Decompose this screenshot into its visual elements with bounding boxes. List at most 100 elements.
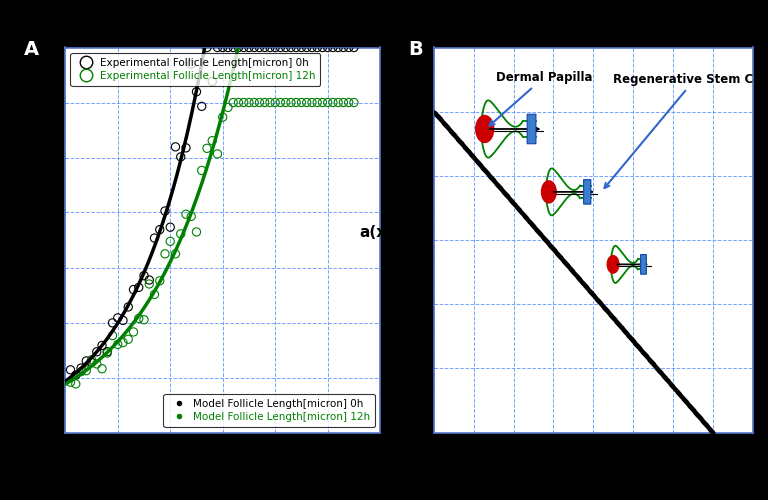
Point [611, 319, 624, 327]
Point [607, 314, 620, 322]
Ellipse shape [475, 116, 494, 142]
Point [644, 356, 656, 364]
Point [531, 227, 544, 235]
Point [574, 276, 587, 284]
Point [677, 394, 689, 402]
Point [638, 350, 650, 358]
Point [632, 343, 644, 351]
Point [143, 280, 155, 288]
Point [521, 215, 533, 223]
Point [537, 234, 549, 241]
Point [458, 142, 470, 150]
Point [449, 132, 461, 140]
Point [466, 152, 478, 160]
Point [700, 421, 712, 429]
Point [625, 334, 637, 342]
Point [285, 44, 297, 52]
Point [554, 254, 567, 262]
Point [637, 348, 650, 356]
Point [581, 284, 594, 292]
Point [473, 160, 485, 168]
Point [577, 279, 589, 287]
Point [555, 254, 568, 262]
Point [337, 98, 349, 106]
Point [641, 353, 654, 361]
Point [641, 352, 653, 360]
Point [468, 154, 481, 162]
Point [524, 218, 536, 226]
Point [697, 418, 709, 426]
Point [558, 258, 571, 266]
Point [264, 98, 276, 106]
Point [477, 164, 489, 172]
Point [227, 44, 240, 52]
Point [627, 337, 640, 345]
Point [478, 166, 491, 174]
Point [447, 130, 459, 138]
Point [620, 329, 632, 337]
Point [436, 118, 449, 126]
Point [637, 349, 650, 357]
Point [611, 318, 623, 326]
Text: Regenerative Stem Cells: Regenerative Stem Cells [604, 73, 768, 188]
Point [476, 163, 488, 171]
Point [478, 165, 490, 173]
Point [694, 414, 707, 422]
Point [545, 242, 557, 250]
Point [478, 166, 491, 174]
Point [657, 371, 669, 379]
Point [462, 147, 475, 155]
Point [608, 316, 621, 324]
Point [454, 138, 466, 145]
Point [445, 128, 457, 136]
Point [635, 346, 647, 354]
Point [486, 174, 498, 182]
Point [626, 336, 638, 344]
Point [524, 218, 536, 226]
Point [476, 163, 488, 171]
Point [463, 148, 475, 156]
Point [517, 210, 529, 218]
Point [678, 396, 690, 404]
Point [674, 390, 686, 398]
Point [594, 300, 607, 308]
Point [512, 204, 525, 212]
Point [680, 398, 693, 406]
Point [648, 362, 660, 370]
Point [316, 98, 329, 106]
Point [452, 136, 465, 144]
Point [532, 228, 545, 236]
Point [638, 350, 650, 358]
Point [649, 362, 661, 370]
Point [274, 98, 286, 106]
Point [526, 221, 538, 229]
Point [548, 246, 560, 254]
Point [658, 373, 670, 381]
Point [472, 158, 484, 166]
Point [685, 404, 697, 412]
Point [651, 365, 664, 373]
Point [584, 288, 597, 296]
Point [631, 341, 643, 349]
Point [624, 334, 637, 342]
Point [548, 246, 561, 254]
Point [514, 206, 526, 214]
Point [585, 288, 598, 296]
Point [468, 154, 481, 162]
Point [601, 306, 613, 314]
Point [460, 145, 472, 153]
Point [619, 328, 631, 336]
Point [559, 258, 571, 266]
Point [190, 88, 203, 96]
Point [627, 338, 640, 345]
Point [653, 367, 665, 375]
Point [478, 165, 490, 173]
Point [190, 228, 203, 236]
Point [295, 98, 307, 106]
Point [668, 384, 680, 392]
Point [111, 314, 124, 322]
Point [692, 412, 704, 420]
Point [676, 393, 688, 401]
Point [621, 330, 634, 338]
Point [571, 272, 583, 280]
